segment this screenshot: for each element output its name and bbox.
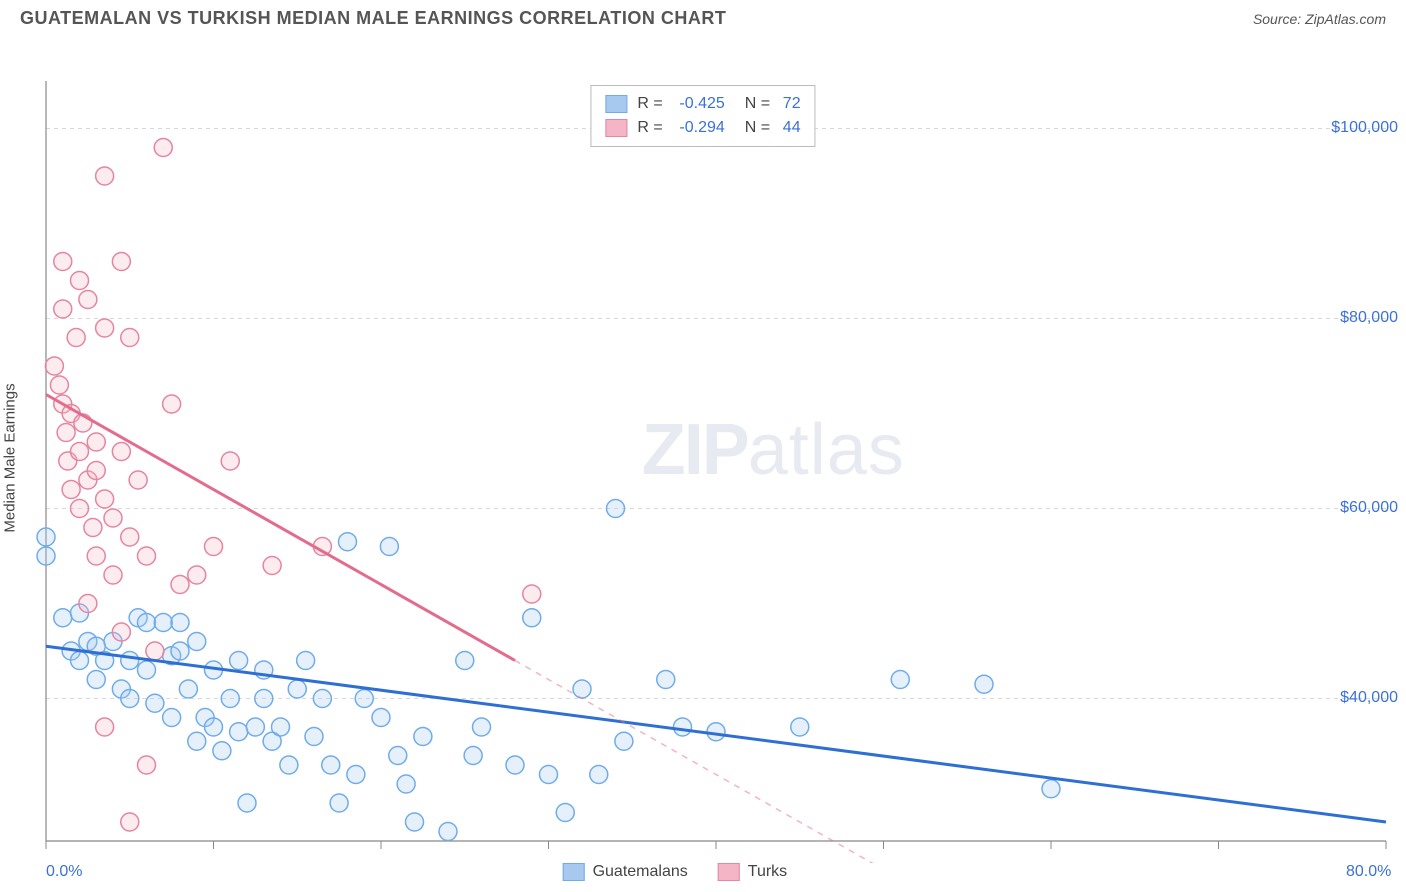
legend-item-turks: Turks: [718, 863, 787, 881]
scatter-plot: [0, 33, 1406, 863]
legend-row-turks: R = -0.294 N = 44: [605, 116, 800, 140]
legend-swatch-guatemalans: [605, 95, 627, 113]
legend-swatch-icon: [718, 863, 740, 881]
legend-swatch-turks: [605, 119, 627, 137]
source-label: Source: ZipAtlas.com: [1253, 11, 1386, 27]
correlation-legend: R = -0.425 N = 72 R = -0.294 N = 44: [590, 85, 815, 147]
series-legend: Guatemalans Turks: [563, 863, 788, 881]
chart-area: Median Male Earnings ZIPatlas R = -0.425…: [0, 33, 1406, 883]
legend-swatch-icon: [563, 863, 585, 881]
chart-title: GUATEMALAN VS TURKISH MEDIAN MALE EARNIN…: [20, 8, 726, 29]
y-axis-label: Median Male Earnings: [2, 383, 19, 532]
legend-row-guatemalans: R = -0.425 N = 72: [605, 92, 800, 116]
header: GUATEMALAN VS TURKISH MEDIAN MALE EARNIN…: [0, 0, 1406, 33]
legend-item-guatemalans: Guatemalans: [563, 863, 688, 881]
